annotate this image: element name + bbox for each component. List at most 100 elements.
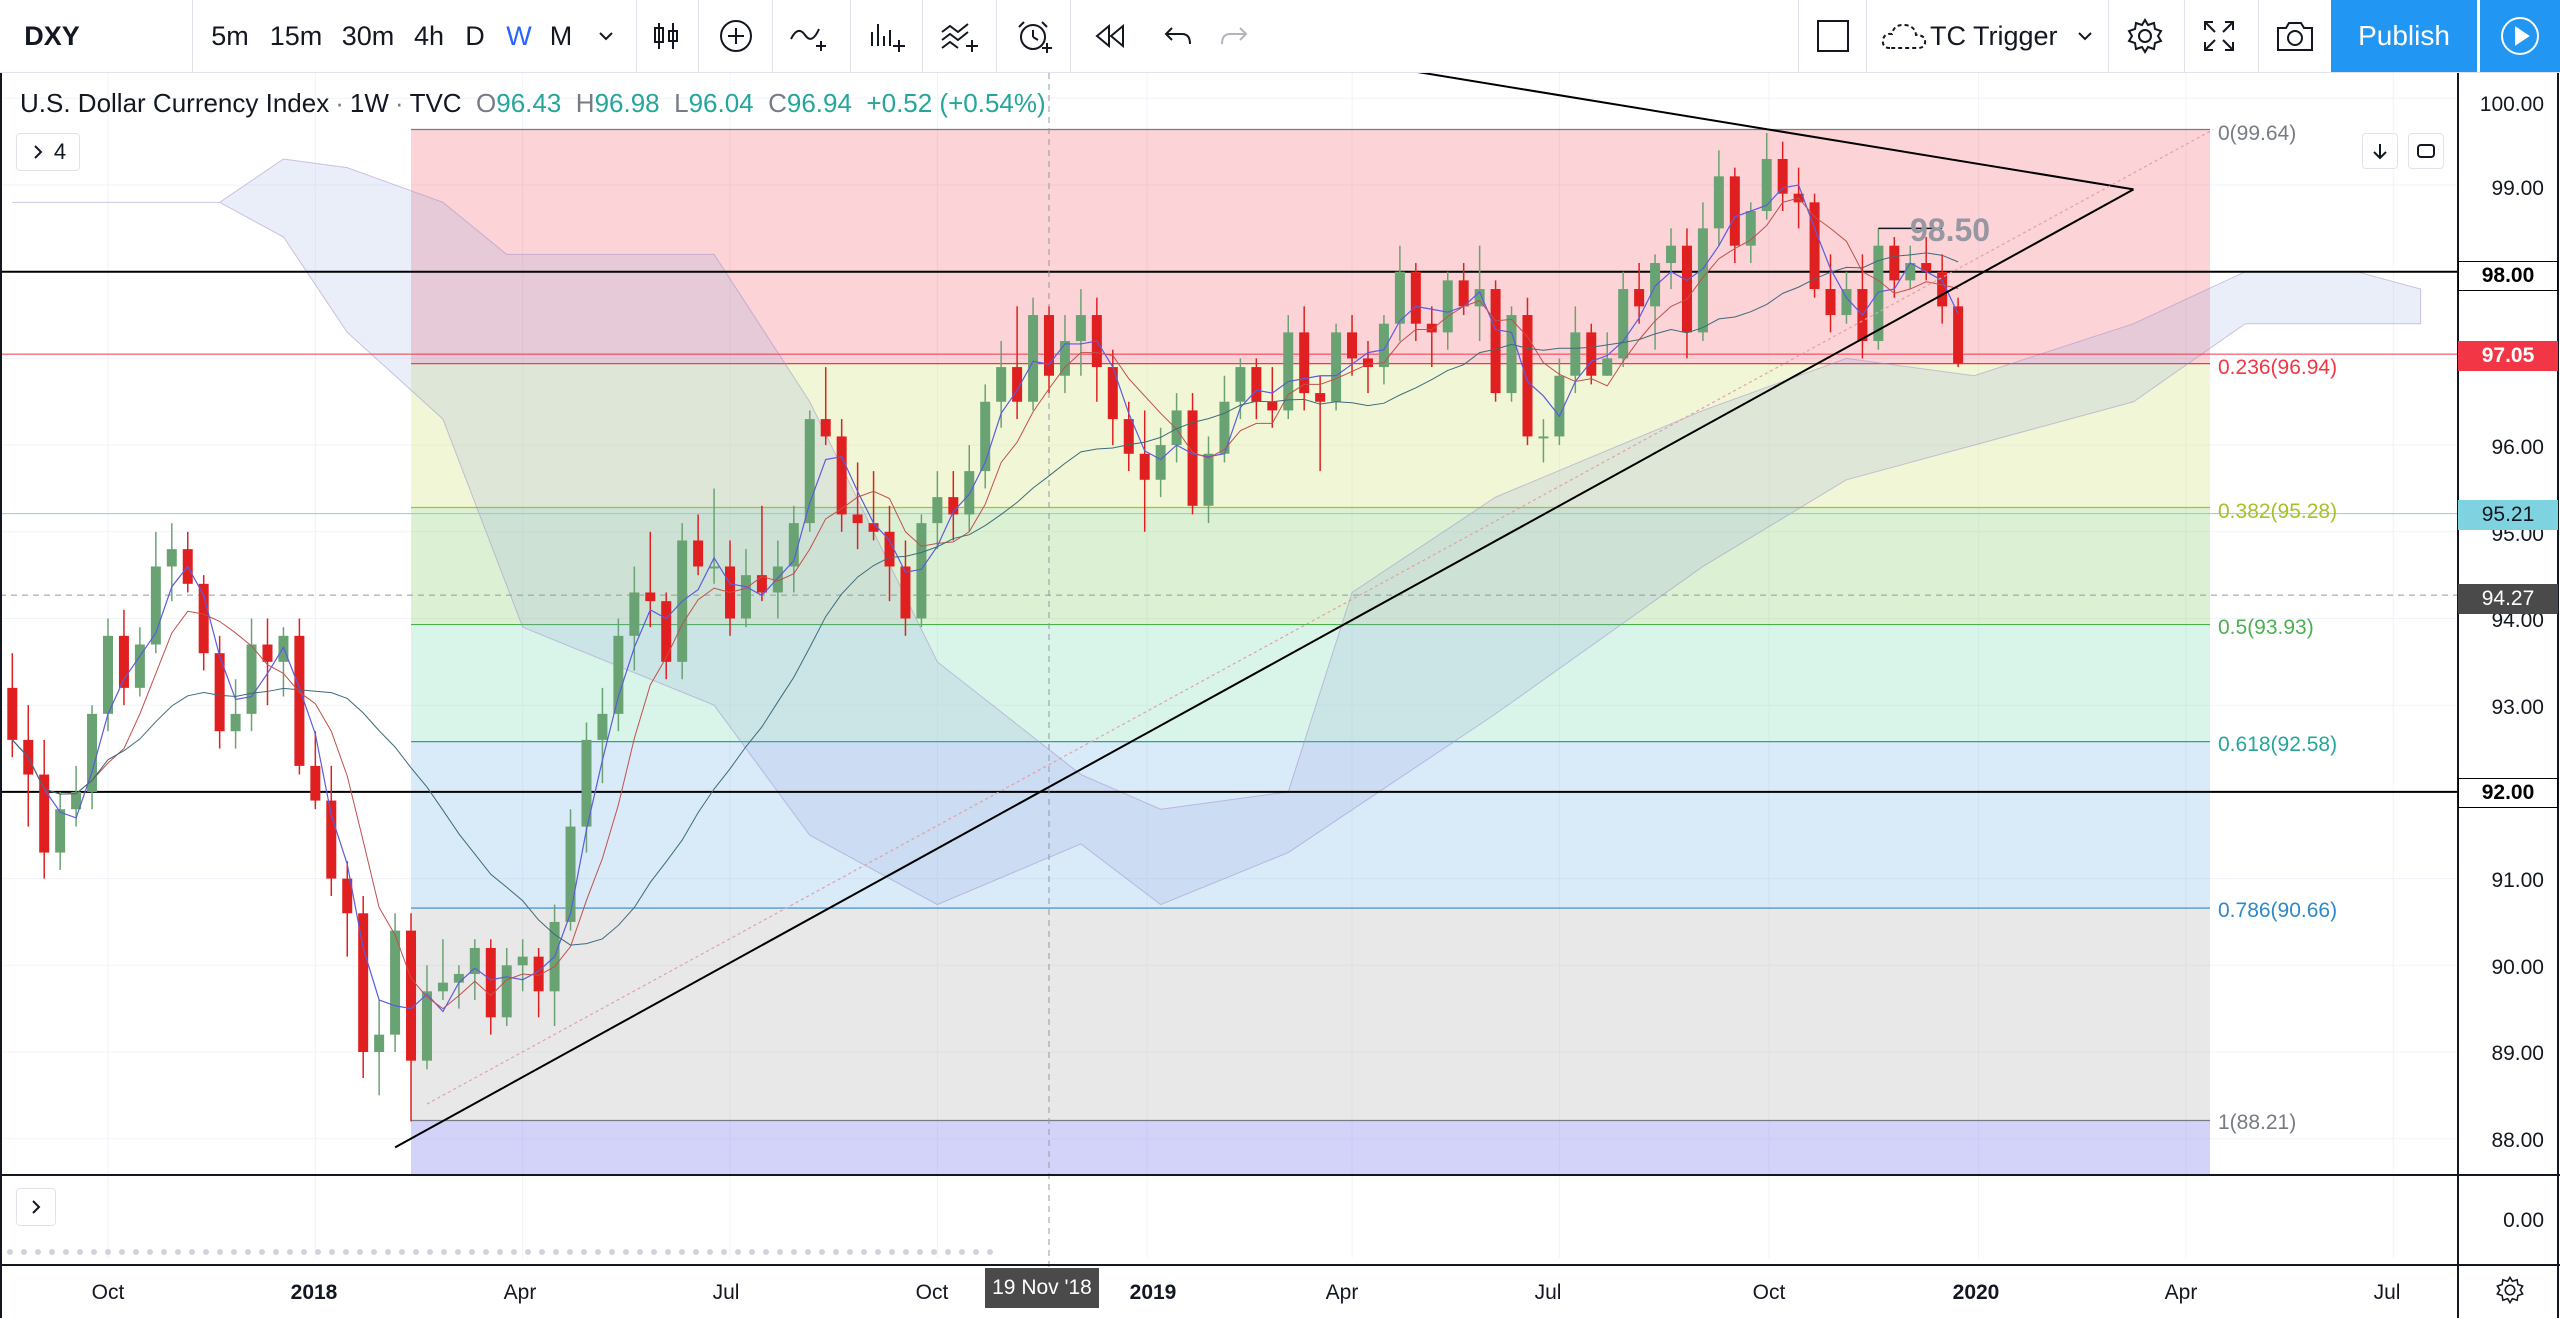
- candle-down: [39, 774, 50, 853]
- candle-up: [501, 965, 512, 1018]
- candle-up: [1331, 332, 1342, 402]
- interval-m[interactable]: M: [549, 20, 573, 51]
- ma-slow-line: [11, 252, 1959, 946]
- alert-icon[interactable]: [1004, 0, 1064, 72]
- event-marker: [763, 1249, 769, 1255]
- legend-title: U.S. Dollar Currency Index: [20, 88, 330, 118]
- indicators-icon[interactable]: [858, 0, 918, 72]
- event-marker: [609, 1249, 615, 1255]
- event-marker: [441, 1249, 447, 1255]
- event-marker: [399, 1249, 405, 1255]
- axis-settings-icon[interactable]: [2490, 1270, 2530, 1310]
- candle-up: [246, 644, 257, 714]
- event-marker: [581, 1249, 587, 1255]
- candle-down: [693, 540, 704, 567]
- price-tick: 91.00: [2491, 869, 2544, 892]
- trendline: [394, 188, 2135, 1149]
- interval-15m[interactable]: 15m: [269, 20, 323, 51]
- event-marker: [987, 1249, 993, 1255]
- fullscreen-icon[interactable]: [2186, 0, 2252, 72]
- event-marker: [539, 1249, 545, 1255]
- event-marker: [35, 1249, 41, 1255]
- candle-up: [421, 991, 432, 1061]
- indicators-toggle[interactable]: 4: [16, 133, 80, 171]
- rectangle-icon[interactable]: [1806, 0, 1860, 72]
- settings-icon[interactable]: [2114, 0, 2176, 72]
- undo-icon[interactable]: [1150, 0, 1206, 72]
- time-tick: 2018: [290, 1281, 338, 1304]
- chevron-down-icon[interactable]: [583, 0, 629, 72]
- event-marker: [7, 1249, 13, 1255]
- candle-up: [1474, 289, 1485, 307]
- lower-pane-tick: 0.00: [2503, 1209, 2544, 1232]
- compare-icon[interactable]: [780, 0, 840, 72]
- event-marker: [861, 1249, 867, 1255]
- candle-up: [1554, 375, 1565, 437]
- arrow-down-icon[interactable]: [2362, 133, 2398, 169]
- time-tick: Oct: [91, 1281, 125, 1304]
- price-label-crosshair: 94.27: [2458, 584, 2558, 614]
- candle-up: [1841, 289, 1852, 316]
- candle-down: [1012, 367, 1023, 402]
- candle-down: [342, 878, 353, 914]
- event-marker: [357, 1249, 363, 1255]
- alert-chevron-down-icon[interactable]: [2070, 0, 2100, 72]
- candle-down: [1107, 367, 1118, 420]
- candle-up: [772, 566, 783, 593]
- candle-up: [1059, 341, 1070, 376]
- legend-interval: 1W: [349, 88, 389, 118]
- candle-down: [948, 497, 959, 515]
- add-indicator-icon[interactable]: [710, 0, 762, 72]
- refresh-icon[interactable]: [2408, 133, 2444, 169]
- legend-low: 96.04: [688, 88, 754, 118]
- fib-zone-extension: [411, 1120, 2211, 1175]
- candle-down: [1426, 323, 1437, 333]
- event-marker: [133, 1249, 139, 1255]
- candle-up: [1442, 280, 1453, 333]
- play-icon[interactable]: [2480, 0, 2560, 72]
- interval-5m[interactable]: 5m: [211, 20, 249, 51]
- chart-canvas[interactable]: [0, 73, 2560, 1318]
- event-marker: [63, 1249, 69, 1255]
- expand-pane-button[interactable]: [16, 1188, 56, 1226]
- candle-up: [1666, 245, 1677, 264]
- candles-icon[interactable]: [640, 0, 692, 72]
- camera-icon[interactable]: [2260, 0, 2330, 72]
- fib-zone: [411, 908, 2211, 1121]
- fib-label-0382: 0.382(95.28): [2218, 500, 2338, 523]
- cloud-icon[interactable]: [1874, 0, 1934, 72]
- price-label-fib: 95.21: [2458, 500, 2558, 530]
- alert-name[interactable]: TC Trigger: [1930, 20, 2058, 51]
- time-tick: Oct: [1752, 1281, 1786, 1304]
- candle-down: [310, 765, 321, 801]
- event-marker: [637, 1249, 643, 1255]
- interval-d[interactable]: D: [465, 20, 485, 51]
- event-marker: [315, 1249, 321, 1255]
- fib-label-0618: 0.618(92.58): [2218, 733, 2338, 756]
- event-marker: [385, 1249, 391, 1255]
- interval-4h[interactable]: 4h: [413, 20, 445, 51]
- event-marker: [847, 1249, 853, 1255]
- candle-down: [1586, 332, 1597, 376]
- replay-icon[interactable]: [1080, 0, 1140, 72]
- candle-down: [1522, 315, 1533, 437]
- interval-w[interactable]: W: [506, 20, 532, 51]
- trendline: [1417, 73, 2134, 191]
- event-marker: [511, 1249, 517, 1255]
- templates-icon[interactable]: [930, 0, 990, 72]
- candle-down: [7, 687, 18, 740]
- event-marker: [889, 1249, 895, 1255]
- candle-up: [103, 635, 113, 714]
- candle-up: [980, 401, 991, 472]
- candle-down: [198, 583, 209, 654]
- candle-up: [709, 566, 720, 569]
- candle-up: [1378, 323, 1389, 368]
- symbol-search[interactable]: DXY: [24, 20, 80, 51]
- fib-label-0236: 0.236(96.94): [2218, 356, 2338, 379]
- price-tick: 89.00: [2491, 1042, 2544, 1065]
- candle-down: [1251, 367, 1262, 402]
- candle-up: [437, 982, 448, 992]
- interval-30m[interactable]: 30m: [341, 20, 395, 51]
- publish-button[interactable]: Publish: [2331, 0, 2477, 72]
- redo-icon[interactable]: [1206, 0, 1262, 72]
